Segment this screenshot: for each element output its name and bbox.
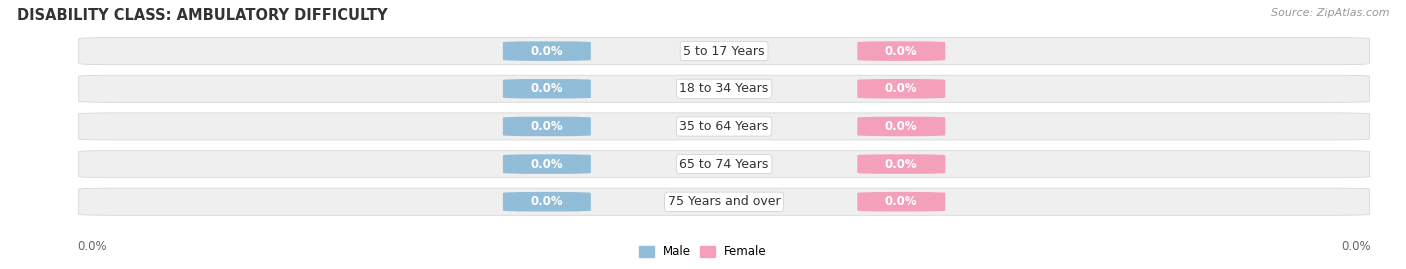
Text: 0.0%: 0.0% xyxy=(884,195,918,208)
Text: 0.0%: 0.0% xyxy=(884,158,918,171)
FancyBboxPatch shape xyxy=(858,117,945,136)
Text: 75 Years and over: 75 Years and over xyxy=(668,195,780,208)
Text: 0.0%: 0.0% xyxy=(1341,240,1371,253)
Text: 0.0%: 0.0% xyxy=(884,82,918,95)
FancyBboxPatch shape xyxy=(503,117,591,136)
FancyBboxPatch shape xyxy=(858,192,945,211)
Text: 5 to 17 Years: 5 to 17 Years xyxy=(683,45,765,58)
Text: 0.0%: 0.0% xyxy=(884,45,918,58)
FancyBboxPatch shape xyxy=(503,41,591,61)
FancyBboxPatch shape xyxy=(79,38,1369,65)
FancyBboxPatch shape xyxy=(858,154,945,174)
Text: 18 to 34 Years: 18 to 34 Years xyxy=(679,82,769,95)
FancyBboxPatch shape xyxy=(503,79,591,98)
Text: Source: ZipAtlas.com: Source: ZipAtlas.com xyxy=(1271,8,1389,18)
FancyBboxPatch shape xyxy=(858,79,945,98)
FancyBboxPatch shape xyxy=(858,41,945,61)
FancyBboxPatch shape xyxy=(79,113,1369,140)
Legend: Male, Female: Male, Female xyxy=(634,241,772,263)
Text: 65 to 74 Years: 65 to 74 Years xyxy=(679,158,769,171)
Text: 0.0%: 0.0% xyxy=(530,45,564,58)
Text: 0.0%: 0.0% xyxy=(530,158,564,171)
FancyBboxPatch shape xyxy=(79,75,1369,102)
Text: DISABILITY CLASS: AMBULATORY DIFFICULTY: DISABILITY CLASS: AMBULATORY DIFFICULTY xyxy=(17,8,388,23)
FancyBboxPatch shape xyxy=(79,188,1369,215)
FancyBboxPatch shape xyxy=(79,151,1369,178)
FancyBboxPatch shape xyxy=(503,154,591,174)
Text: 0.0%: 0.0% xyxy=(77,240,107,253)
Text: 35 to 64 Years: 35 to 64 Years xyxy=(679,120,769,133)
FancyBboxPatch shape xyxy=(503,192,591,211)
Text: 0.0%: 0.0% xyxy=(884,120,918,133)
Text: 0.0%: 0.0% xyxy=(530,195,564,208)
Text: 0.0%: 0.0% xyxy=(530,120,564,133)
Text: 0.0%: 0.0% xyxy=(530,82,564,95)
